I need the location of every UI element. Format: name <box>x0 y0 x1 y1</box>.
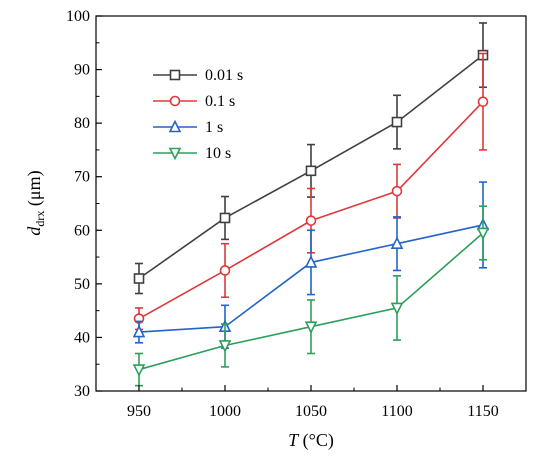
y-tick-label-60: 60 <box>74 222 90 239</box>
legend-marker-1 <box>169 95 181 107</box>
data-point <box>132 324 146 338</box>
series-3 <box>132 205 490 387</box>
data-point <box>219 212 231 224</box>
data-point <box>305 165 317 177</box>
data-point <box>476 227 490 241</box>
x-tick-label-950: 950 <box>127 403 151 420</box>
y-axis-title: ddrx (μm) <box>24 170 47 235</box>
legend-label-3: 10 s <box>205 145 231 162</box>
data-point <box>391 185 403 197</box>
data-point <box>391 116 403 128</box>
y-axis: 30 40 50 60 70 80 90 100 <box>66 8 102 400</box>
series-1 <box>133 52 489 331</box>
x-tick-label-1100: 1100 <box>381 403 412 420</box>
legend: 0.01 s 0.1 s 1 s 10 s <box>153 67 243 162</box>
legend-label-2: 1 s <box>205 119 223 136</box>
data-point <box>304 255 318 268</box>
legend-label-0: 0.01 s <box>205 67 243 84</box>
legend-marker-2 <box>168 119 182 133</box>
plot-content <box>132 22 490 387</box>
data-point <box>133 273 145 284</box>
y-tick-label-30: 30 <box>74 383 90 400</box>
y-tick-label-100: 100 <box>66 8 90 25</box>
data-point <box>477 96 489 108</box>
x-tick-label-1050: 1050 <box>295 403 327 420</box>
y-tick-label-40: 40 <box>74 329 90 346</box>
x-tick-label-1000: 1000 <box>209 403 241 420</box>
data-point <box>218 340 232 353</box>
x-tick-label-1150: 1150 <box>467 403 498 420</box>
legend-label-1: 0.1 s <box>205 93 235 110</box>
data-point <box>390 302 404 316</box>
legend-marker-3 <box>168 147 182 161</box>
y-tick-label-50: 50 <box>74 276 90 293</box>
y-tick-label-80: 80 <box>74 115 90 132</box>
data-point <box>132 364 146 377</box>
legend-marker-0 <box>169 69 181 81</box>
data-point <box>305 215 317 226</box>
x-axis-title: T (°C) <box>288 430 334 451</box>
y-tick-label-90: 90 <box>74 62 90 79</box>
data-point <box>219 265 231 276</box>
x-axis: 950 1000 1050 1100 1150 <box>127 385 499 420</box>
data-point <box>390 236 404 249</box>
data-point <box>304 321 318 335</box>
y-tick-label-70: 70 <box>74 169 90 186</box>
